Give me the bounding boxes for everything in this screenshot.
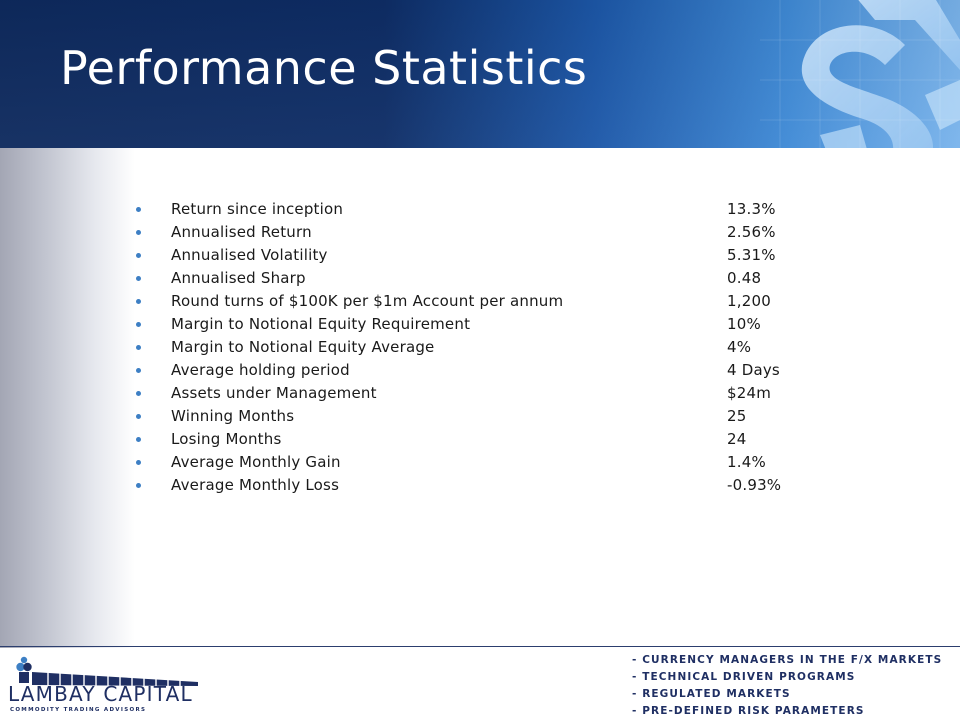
lambay-logo-icon — [16, 656, 198, 686]
list-item: Losing Months 24 — [136, 428, 836, 451]
stat-label: Average holding period — [171, 361, 350, 379]
bullet-dot-icon — [136, 207, 141, 212]
stat-value: 4 Days — [727, 361, 780, 379]
stat-value: 25 — [727, 407, 747, 425]
stat-value: $24m — [727, 384, 772, 402]
bullet-dot-icon — [136, 483, 141, 488]
list-item: Average holding period 4 Days — [136, 359, 836, 382]
bullet-dot-icon — [136, 322, 141, 327]
footer-divider — [0, 646, 960, 647]
left-gradient-band — [0, 148, 135, 648]
stat-label: Average Monthly Gain — [171, 453, 341, 471]
stat-label: Round turns of $100K per $1m Account per… — [171, 292, 564, 310]
list-item: Round turns of $100K per $1m Account per… — [136, 290, 836, 313]
tagline: - PRE-DEFINED RISK PARAMETERS — [632, 705, 865, 717]
dollar-sign-icon — [760, 0, 960, 148]
logo-subtitle: COMMODITY TRADING ADVISORS — [10, 707, 147, 713]
tagline: - REGULATED MARKETS — [632, 688, 791, 700]
stat-label: Average Monthly Loss — [171, 476, 340, 494]
stat-value: 0.48 — [727, 269, 762, 287]
list-item: Margin to Notional Equity Requirement 10% — [136, 313, 836, 336]
stat-label: Assets under Management — [171, 384, 377, 402]
bullet-dot-icon — [136, 414, 141, 419]
bullet-dot-icon — [136, 460, 141, 465]
page-title: Performance Statistics — [60, 41, 588, 95]
bullet-dot-icon — [136, 253, 141, 258]
list-item: Return since inception 13.3% — [136, 198, 836, 221]
bullet-dot-icon — [136, 345, 141, 350]
stat-label: Annualised Return — [171, 223, 312, 241]
stat-value: 1,200 — [727, 292, 771, 310]
bullet-dot-icon — [136, 391, 141, 396]
list-item: Annualised Sharp 0.48 — [136, 267, 836, 290]
stat-value: -0.93% — [727, 476, 782, 494]
header-shade — [0, 0, 960, 148]
stat-value: 5.31% — [727, 246, 776, 264]
stat-value: 4% — [727, 338, 752, 356]
stat-value: 2.56% — [727, 223, 776, 241]
stat-label: Annualised Volatility — [171, 246, 328, 264]
list-item: Average Monthly Loss -0.93% — [136, 474, 836, 497]
stat-label: Winning Months — [171, 407, 295, 425]
stats-list: Return since inception 13.3% Annualised R… — [136, 198, 836, 497]
bullet-dot-icon — [136, 299, 141, 304]
tagline: - CURRENCY MANAGERS IN THE F/X MARKETS — [632, 654, 943, 666]
list-item: Annualised Volatility 5.31% — [136, 244, 836, 267]
list-item: Assets under Management $24m — [136, 382, 836, 405]
stat-label: Losing Months — [171, 430, 282, 448]
stat-label: Return since inception — [171, 200, 344, 218]
bullet-dot-icon — [136, 276, 141, 281]
stat-value: 13.3% — [727, 200, 776, 218]
list-item: Winning Months 25 — [136, 405, 836, 428]
stat-value: 24 — [727, 430, 747, 448]
stat-label: Margin to Notional Equity Requirement — [171, 315, 471, 333]
list-item: Margin to Notional Equity Average 4% — [136, 336, 836, 359]
bullet-dot-icon — [136, 437, 141, 442]
company-logo: LAMBAY CAPITAL COMMODITY TRADING ADVISOR… — [8, 654, 213, 718]
stat-label: Margin to Notional Equity Average — [171, 338, 435, 356]
list-item: Annualised Return 2.56% — [136, 221, 836, 244]
bullet-dot-icon — [136, 230, 141, 235]
list-item: Average Monthly Gain 1.4% — [136, 451, 836, 474]
bullet-dot-icon — [136, 368, 141, 373]
slide-header: Performance Statistics — [0, 0, 960, 148]
tagline: - TECHNICAL DRIVEN PROGRAMS — [632, 671, 856, 683]
stat-label: Annualised Sharp — [171, 269, 306, 287]
stat-value: 1.4% — [727, 453, 766, 471]
stat-value: 10% — [727, 315, 761, 333]
logo-wordmark: LAMBAY CAPITAL — [8, 682, 193, 706]
footer-taglines: - CURRENCY MANAGERS IN THE F/X MARKETS -… — [632, 652, 942, 720]
